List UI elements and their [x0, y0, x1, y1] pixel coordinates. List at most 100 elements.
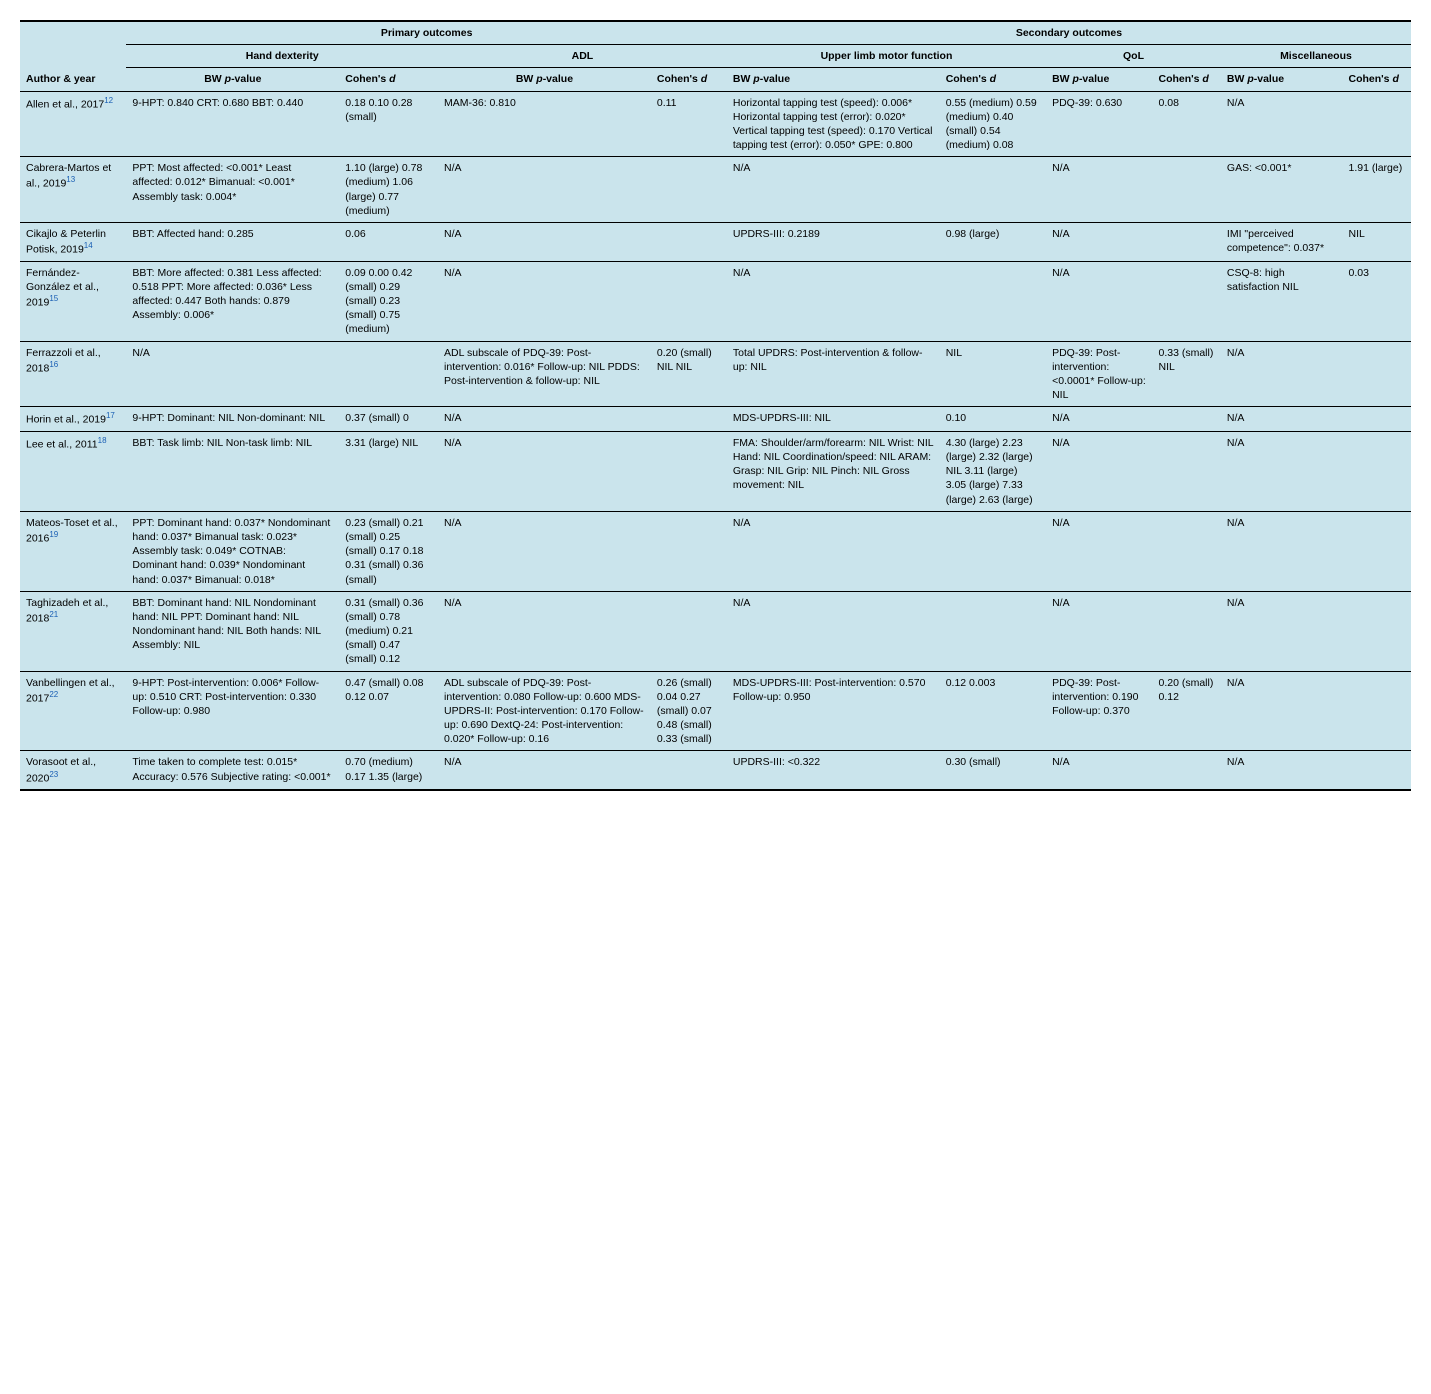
cell-qol-p: N/A	[1046, 751, 1152, 790]
cell-misc-d	[1343, 511, 1411, 591]
cell-misc-p: N/A	[1221, 431, 1343, 511]
cell-qol-p: N/A	[1046, 511, 1152, 591]
cell-adl-p: N/A	[438, 511, 651, 591]
col-hd: Hand dexterity	[126, 45, 438, 68]
cell-ul-p: N/A	[727, 591, 940, 671]
cell-ul-d	[940, 511, 1046, 591]
ref-link[interactable]: 12	[104, 96, 113, 105]
cell-misc-p: N/A	[1221, 91, 1343, 157]
table-row: Cabrera-Martos et al., 201913PPT: Most a…	[20, 157, 1411, 223]
cell-author: Ferrazzoli et al., 201816	[20, 341, 126, 407]
cell-ul-d: 0.30 (small)	[940, 751, 1046, 790]
table-row: Lee et al., 201118BBT: Task limb: NIL No…	[20, 431, 1411, 511]
cell-hd-p: 9-HPT: 0.840 CRT: 0.680 BBT: 0.440	[126, 91, 339, 157]
cell-qol-d	[1153, 222, 1221, 261]
col-qol: QoL	[1046, 45, 1221, 68]
col-adl: ADL	[438, 45, 727, 68]
ref-link[interactable]: 17	[106, 411, 115, 420]
cell-qol-p: N/A	[1046, 591, 1152, 671]
table-header: Author & year Primary outcomes Secondary…	[20, 21, 1411, 91]
ref-link[interactable]: 16	[49, 360, 58, 369]
cell-hd-d: 0.23 (small) 0.21 (small) 0.25 (small) 0…	[339, 511, 438, 591]
ref-link[interactable]: 14	[84, 241, 93, 250]
cell-hd-p: 9-HPT: Dominant: NIL Non-dominant: NIL	[126, 407, 339, 432]
cell-adl-d	[651, 431, 727, 511]
cell-qol-d	[1153, 407, 1221, 432]
cell-misc-d	[1343, 341, 1411, 407]
cell-author: Fernández-González et al., 201915	[20, 261, 126, 341]
cell-hd-d: 1.10 (large) 0.78 (medium) 1.06 (large) …	[339, 157, 438, 223]
cell-ul-d: NIL	[940, 341, 1046, 407]
col-misc: Miscellaneous	[1221, 45, 1411, 68]
ref-link[interactable]: 22	[49, 690, 58, 699]
ref-link[interactable]: 19	[49, 530, 58, 539]
cell-hd-d: 0.31 (small) 0.36 (small) 0.78 (medium) …	[339, 591, 438, 671]
cell-ul-p: UPDRS-III: 0.2189	[727, 222, 940, 261]
cell-hd-p: 9-HPT: Post-intervention: 0.006* Follow-…	[126, 671, 339, 751]
cell-hd-p: BBT: Dominant hand: NIL Nondominant hand…	[126, 591, 339, 671]
cell-qol-d	[1153, 511, 1221, 591]
cell-qol-d	[1153, 431, 1221, 511]
cell-qol-d: 0.20 (small) 0.12	[1153, 671, 1221, 751]
table-row: Cikajlo & Peterlin Potisk, 201914BBT: Af…	[20, 222, 1411, 261]
cell-adl-p: N/A	[438, 431, 651, 511]
col-adl-d: Cohen's d	[651, 68, 727, 91]
cell-qol-p: PDQ-39: Post-intervention: 0.190 Follow-…	[1046, 671, 1152, 751]
cell-hd-d: 0.37 (small) 0	[339, 407, 438, 432]
ref-link[interactable]: 15	[49, 294, 58, 303]
cell-qol-p: N/A	[1046, 222, 1152, 261]
cell-qol-p: N/A	[1046, 157, 1152, 223]
cell-adl-d	[651, 157, 727, 223]
cell-ul-p: FMA: Shoulder/arm/forearm: NIL Wrist: NI…	[727, 431, 940, 511]
ref-link[interactable]: 23	[49, 770, 58, 779]
cell-ul-p: UPDRS-III: <0.322	[727, 751, 940, 790]
cell-ul-p: Horizontal tapping test (speed): 0.006* …	[727, 91, 940, 157]
cell-qol-d	[1153, 751, 1221, 790]
cell-author: Allen et al., 201712	[20, 91, 126, 157]
col-secondary: Secondary outcomes	[727, 21, 1411, 45]
cell-ul-d: 0.55 (medium) 0.59 (medium) 0.40 (small)…	[940, 91, 1046, 157]
cell-qol-p: N/A	[1046, 407, 1152, 432]
cell-ul-p: Total UPDRS: Post-intervention & follow-…	[727, 341, 940, 407]
cell-qol-p: PDQ-39: 0.630	[1046, 91, 1152, 157]
cell-author: Vorasoot et al., 202023	[20, 751, 126, 790]
cell-hd-d: 3.31 (large) NIL	[339, 431, 438, 511]
cell-hd-p: N/A	[126, 341, 339, 407]
cell-adl-d: 0.11	[651, 91, 727, 157]
col-adl-p: BW p-value	[438, 68, 651, 91]
cell-ul-d	[940, 591, 1046, 671]
table-body: Allen et al., 2017129-HPT: 0.840 CRT: 0.…	[20, 91, 1411, 790]
cell-adl-p: N/A	[438, 222, 651, 261]
cell-adl-d: 0.26 (small) 0.04 0.27 (small) 0.07 0.48…	[651, 671, 727, 751]
col-author: Author & year	[20, 21, 126, 91]
cell-author: Horin et al., 201917	[20, 407, 126, 432]
table-row: Mateos-Toset et al., 201619PPT: Dominant…	[20, 511, 1411, 591]
cell-ul-p: MDS-UPDRS-III: Post-intervention: 0.570 …	[727, 671, 940, 751]
cell-author: Mateos-Toset et al., 201619	[20, 511, 126, 591]
cell-adl-p: MAM-36: 0.810	[438, 91, 651, 157]
col-ul-d: Cohen's d	[940, 68, 1046, 91]
cell-author: Taghizadeh et al., 201821	[20, 591, 126, 671]
cell-qol-d: 0.08	[1153, 91, 1221, 157]
cell-hd-p: PPT: Dominant hand: 0.037* Nondominant h…	[126, 511, 339, 591]
ref-link[interactable]: 13	[66, 175, 75, 184]
cell-qol-d	[1153, 591, 1221, 671]
cell-misc-p: N/A	[1221, 591, 1343, 671]
cell-hd-d: 0.70 (medium) 0.17 1.35 (large)	[339, 751, 438, 790]
cell-qol-d: 0.33 (small) NIL	[1153, 341, 1221, 407]
cell-ul-p: N/A	[727, 261, 940, 341]
cell-adl-p: N/A	[438, 261, 651, 341]
cell-qol-p: N/A	[1046, 431, 1152, 511]
ref-link[interactable]: 18	[98, 436, 107, 445]
cell-ul-d	[940, 261, 1046, 341]
cell-adl-d: 0.20 (small) NIL NIL	[651, 341, 727, 407]
cell-misc-p: IMI "perceived competence": 0.037*	[1221, 222, 1343, 261]
ref-link[interactable]: 21	[49, 610, 58, 619]
cell-ul-p: MDS-UPDRS-III: NIL	[727, 407, 940, 432]
cell-misc-d	[1343, 671, 1411, 751]
cell-ul-d: 0.98 (large)	[940, 222, 1046, 261]
cell-hd-d	[339, 341, 438, 407]
cell-hd-d: 0.47 (small) 0.08 0.12 0.07	[339, 671, 438, 751]
table-row: Horin et al., 2019179-HPT: Dominant: NIL…	[20, 407, 1411, 432]
cell-adl-d	[651, 222, 727, 261]
